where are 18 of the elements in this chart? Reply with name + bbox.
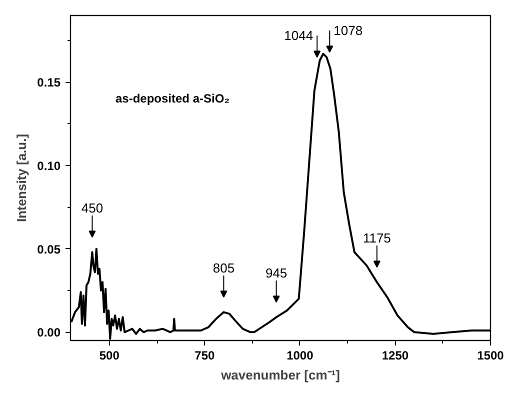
annotation: 805 [212,260,235,276]
y-tick-label: 0.00 [37,326,61,340]
annotation: as-deposited a-SiO₂ [116,92,230,106]
x-tick-label: 1000 [286,348,314,362]
y-tick-label: 0.15 [37,76,61,90]
y-axis-title: Intensity [a.u.] [14,134,30,222]
y-tick-label: 0.05 [37,242,61,256]
annotation: 945 [265,266,288,280]
annotation: 450 [81,200,104,216]
x-axis-title: wavenumber [cm⁻¹] [220,368,340,382]
x-tick-label: 500 [99,348,120,362]
x-tick-label: 1500 [477,348,504,362]
y-tick-label: 0.10 [37,159,61,173]
annotation: 1175 [362,230,391,246]
x-tick-label: 1250 [382,348,409,362]
annotation: 1078 [334,23,363,38]
annotation: 1044 [284,28,314,43]
x-tick-label: 750 [194,348,215,362]
